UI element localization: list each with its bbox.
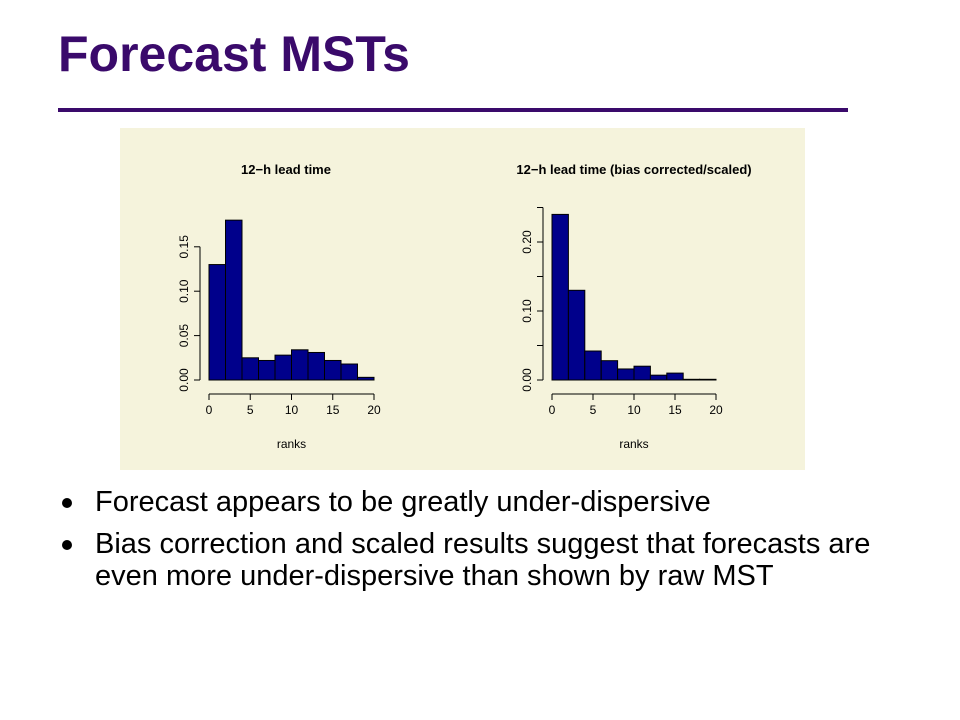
bullet-text: Forecast appears to be greatly under-dis… [95, 486, 711, 518]
x-tick-label: 0 [549, 403, 556, 417]
bullet-dot-icon [62, 498, 72, 508]
histogram-bar [617, 368, 635, 381]
bullet-list: Forecast appears to be greatly under-dis… [62, 486, 902, 602]
histogram-bar [633, 365, 651, 381]
bullet-item: Forecast appears to be greatly under-dis… [62, 486, 902, 518]
x-tick-label: 10 [285, 403, 299, 417]
chart-bias-corrected-mst: 12−h lead time (bias corrected/scaled) r… [516, 162, 751, 451]
histogram-bar [258, 359, 276, 381]
bullet-dot-icon [62, 540, 72, 550]
slide-title: Forecast MSTs [58, 26, 410, 82]
histogram-charts: 12−h lead time ranks 0 5 10 15 20 0.00 0.05 0.1… [177, 162, 752, 451]
chart-raw-mst: 12−h lead time ranks 0 5 10 15 20 0.00 0.05 0.1… [177, 162, 381, 451]
x-tick-label: 5 [590, 403, 597, 417]
x-tick-label: 15 [668, 403, 682, 417]
x-tick-label: 20 [709, 403, 723, 417]
histogram-bar [584, 350, 602, 381]
histogram-bar [208, 264, 226, 381]
histogram-bar [649, 374, 668, 381]
x-tick-label: 15 [326, 403, 340, 417]
histogram-bar [567, 289, 586, 381]
histogram-bar [551, 213, 569, 381]
x-tick-label: 5 [247, 403, 254, 417]
histogram-bar [340, 363, 358, 381]
histogram-bar [682, 378, 701, 381]
y-tick-label: 0.10 [177, 279, 191, 303]
x-tick-label: 20 [367, 403, 381, 417]
y-tick-label: 0.10 [520, 299, 534, 323]
y-tick-label: 0.00 [520, 368, 534, 392]
histogram-bar [699, 378, 717, 381]
histogram-bar [600, 360, 619, 381]
histogram-bar [225, 219, 243, 381]
histogram-bar [241, 357, 259, 381]
title-divider [58, 108, 848, 112]
y-tick-label: 0.00 [177, 368, 191, 392]
x-tick-label: 10 [627, 403, 641, 417]
x-axis-label: ranks [619, 437, 648, 451]
x-tick-label: 0 [206, 403, 213, 417]
histogram-bar [274, 354, 292, 381]
y-tick-label: 0.15 [177, 235, 191, 259]
bullet-item: Bias correction and scaled results sugge… [62, 528, 902, 592]
histogram-bar [357, 376, 375, 381]
bullet-text: Bias correction and scaled results sugge… [95, 528, 871, 592]
figure-panel: 12−h lead time ranks 0 5 10 15 20 0.00 0.05 0.1… [120, 128, 805, 470]
histogram-bar [291, 349, 309, 381]
histogram-bar [324, 359, 342, 381]
histogram-bar [307, 351, 325, 381]
histogram-bar [666, 372, 684, 381]
chart-title: 12−h lead time (bias corrected/scaled) [516, 162, 751, 177]
chart-title: 12−h lead time [241, 162, 331, 177]
y-tick-label: 0.20 [520, 230, 534, 254]
y-tick-label: 0.05 [177, 324, 191, 348]
x-axis-label: ranks [277, 437, 306, 451]
